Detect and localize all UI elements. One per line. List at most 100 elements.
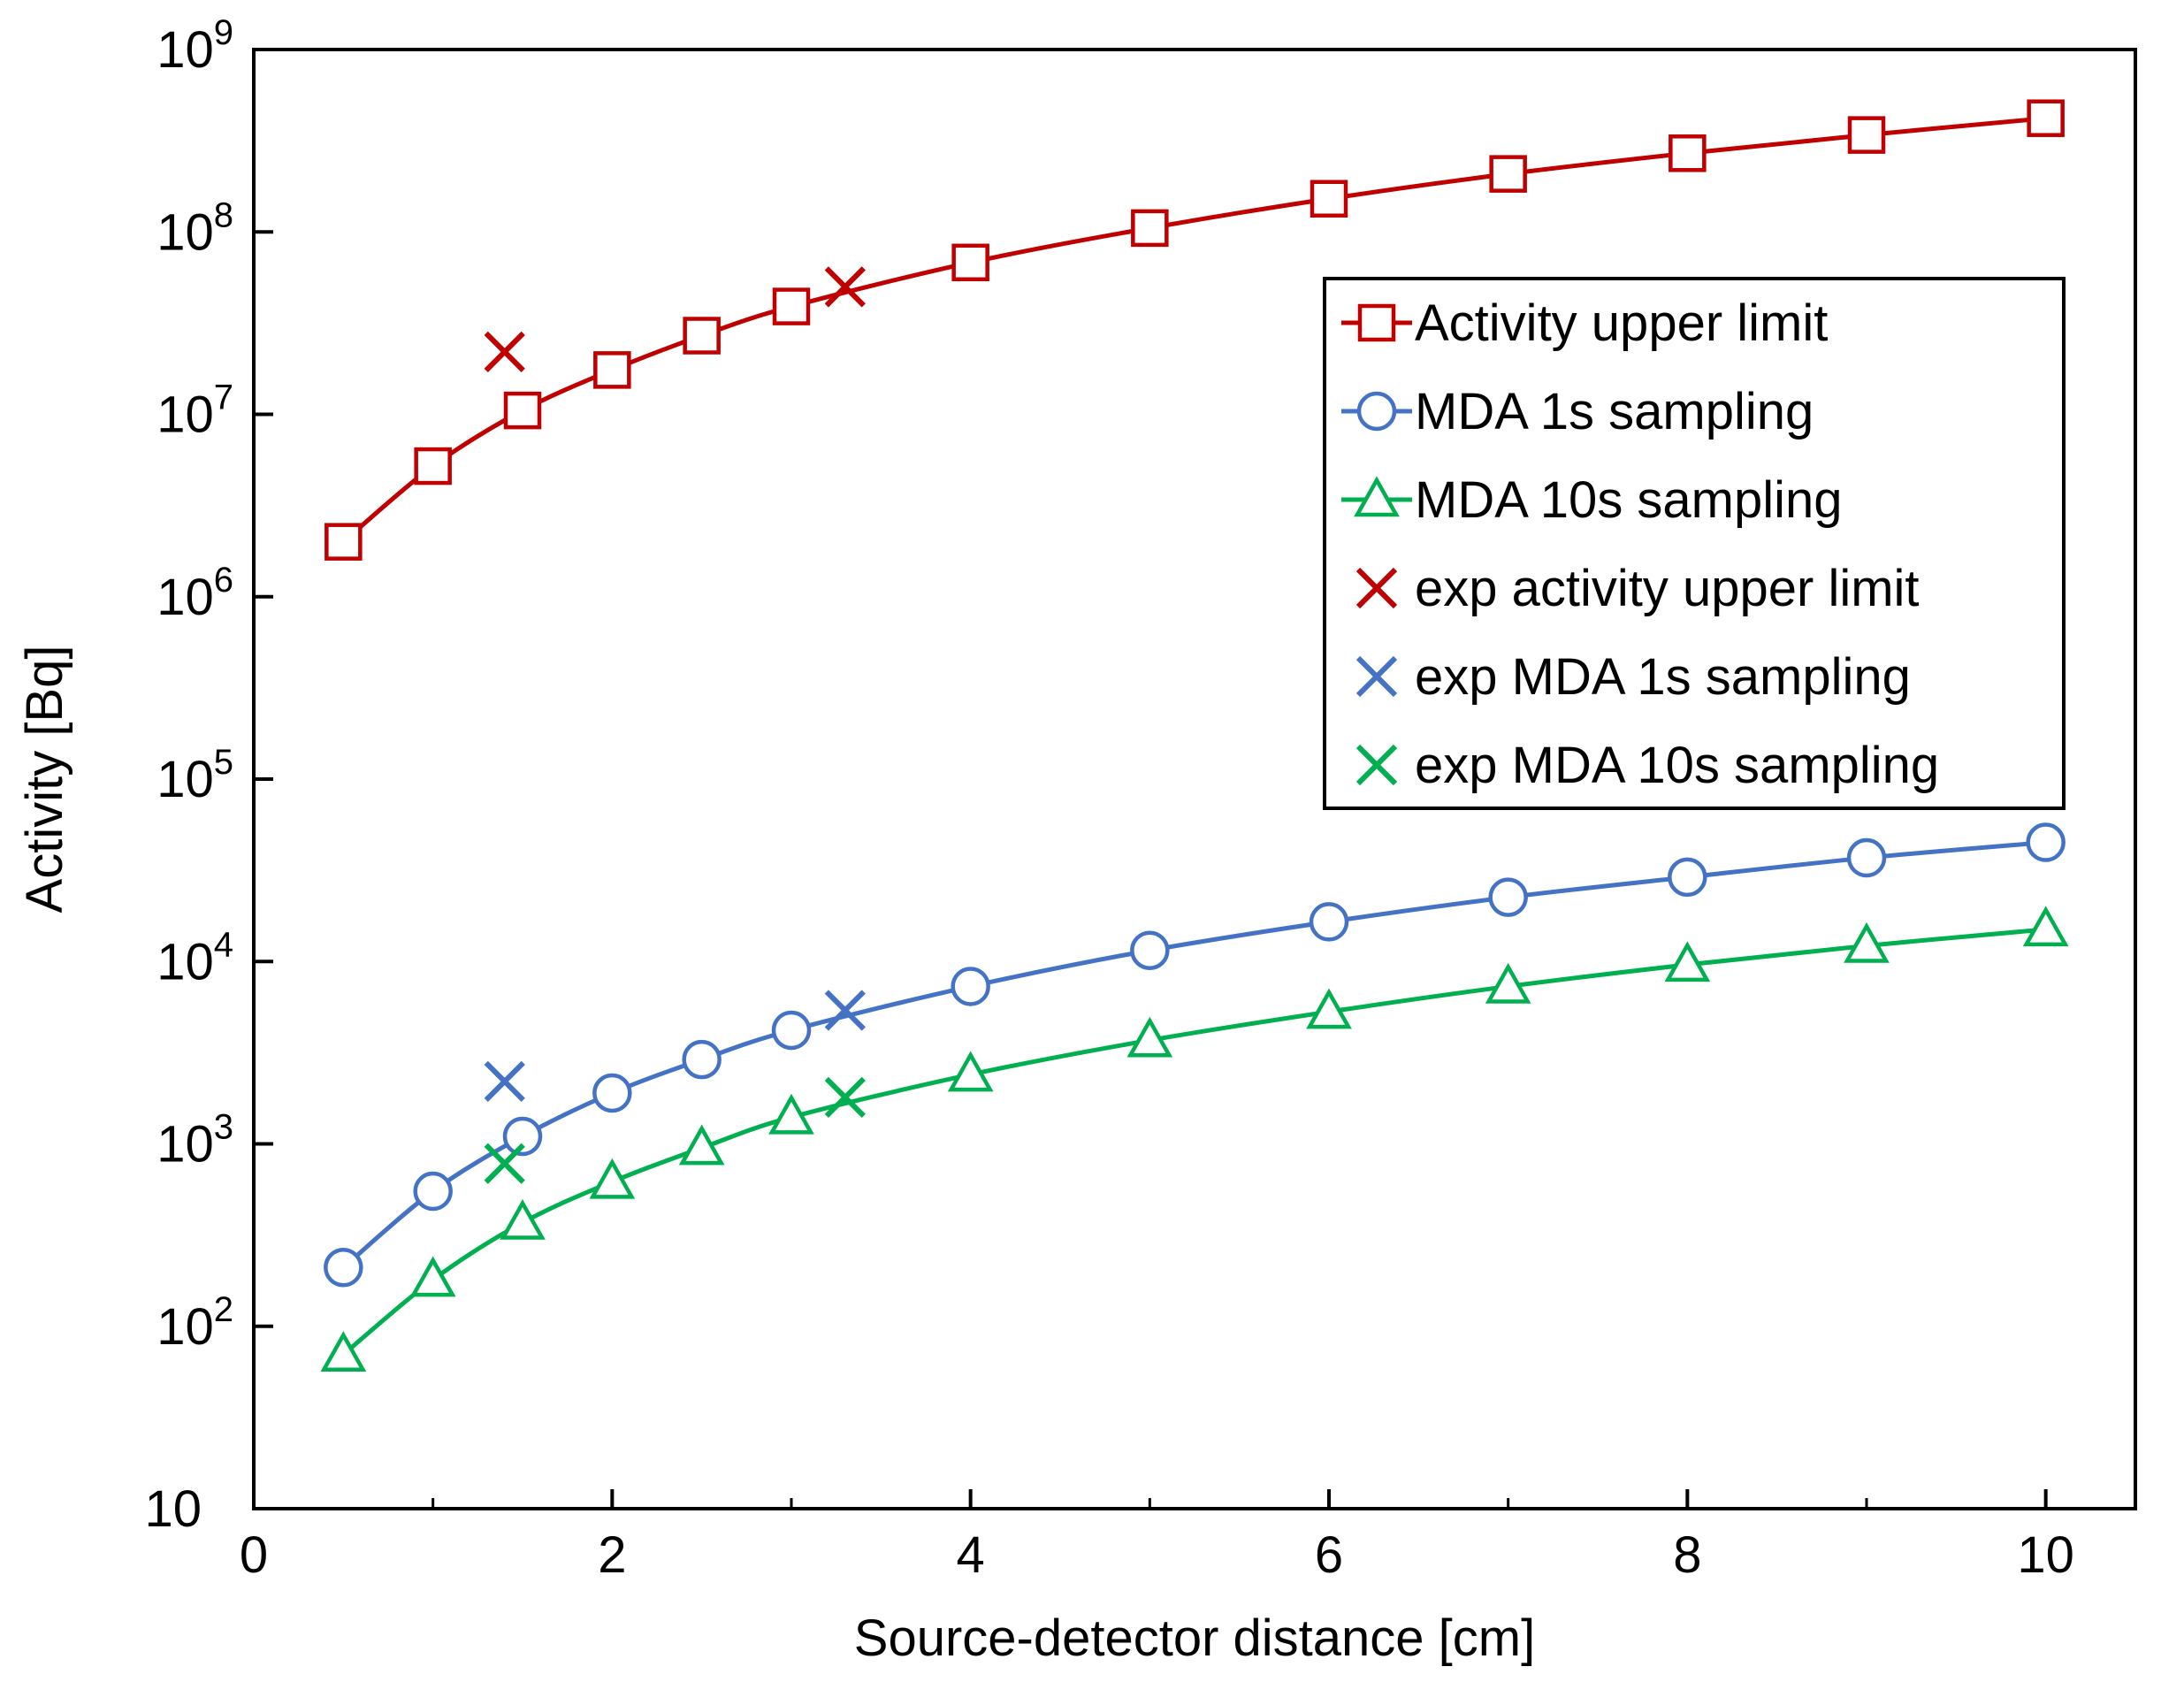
- data-point: [951, 243, 989, 282]
- legend-label: MDA 1s sampling: [1415, 383, 1814, 440]
- legend-box: [1323, 277, 2066, 810]
- data-point: [1664, 941, 1711, 982]
- x-marker-stroke: [824, 1076, 866, 1118]
- y-tick-label: 10: [144, 1480, 202, 1538]
- data-point: [683, 317, 721, 355]
- x-marker-stroke: [484, 331, 525, 372]
- legend-marker: [1355, 655, 1398, 698]
- series-line: [341, 927, 2046, 1357]
- data-point: [324, 1248, 363, 1288]
- x-tick-label: 10: [2017, 1526, 2074, 1584]
- y-tick-label: 104: [157, 925, 233, 990]
- x-tick-label: 2: [598, 1526, 626, 1584]
- data-point: [1488, 877, 1528, 917]
- data-point: [824, 990, 866, 1031]
- data-point: [824, 1076, 866, 1118]
- y-tick-label: 108: [157, 195, 233, 261]
- data-point: [1126, 1016, 1173, 1058]
- data-point: [1669, 134, 1707, 172]
- x-tick-label: 6: [1315, 1526, 1343, 1584]
- data-point: [1668, 857, 1707, 898]
- series-1: [324, 822, 2066, 1288]
- x-axis-title: Source-detector distance [cm]: [854, 1609, 1535, 1667]
- legend-marker: [1357, 303, 1396, 342]
- ticks-layer: 0 2 4 6 8 10 10 102 103 104 105 106 107 108 109: [144, 13, 2073, 1584]
- data-point: [503, 391, 542, 430]
- data-point: [1131, 209, 1169, 248]
- legend-marker: [1355, 567, 1398, 609]
- legend-entry: exp activity upper limit: [1355, 560, 1920, 617]
- data-point: [772, 287, 811, 325]
- data-point: [678, 1124, 725, 1166]
- data-point: [2026, 822, 2066, 862]
- data-point: [768, 1093, 814, 1135]
- legend-marker: [1354, 476, 1400, 517]
- legend-entry: MDA 10s sampling: [1341, 471, 1843, 529]
- data-point: [484, 1143, 525, 1184]
- legend-label: MDA 10s sampling: [1415, 471, 1843, 529]
- legend-label: exp MDA 10s sampling: [1415, 737, 1939, 794]
- data-point: [1846, 837, 1887, 878]
- x-marker-stroke: [1355, 744, 1398, 786]
- series-5: [484, 1076, 866, 1184]
- data-point: [1309, 902, 1349, 942]
- data-point: [951, 967, 990, 1006]
- data-point: [484, 1060, 525, 1102]
- data-point: [1310, 180, 1348, 218]
- plot-frame: [252, 48, 2137, 1510]
- legend: Activity upper limit MDA 1s sampling MDA 1…: [1323, 277, 2066, 810]
- y-tick-label: 105: [157, 743, 233, 808]
- data-point: [824, 266, 866, 308]
- y-tick-label: 103: [157, 1108, 233, 1174]
- series-layer: [320, 99, 2069, 1372]
- series-3: [484, 266, 866, 372]
- y-tick-label: 102: [157, 1290, 233, 1356]
- data-point: [325, 523, 363, 561]
- legend-label: Activity upper limit: [1415, 294, 1828, 352]
- data-point: [1844, 921, 1890, 963]
- x-tick-label: 8: [1673, 1526, 1701, 1584]
- data-point: [589, 1158, 636, 1199]
- series-2: [320, 906, 2069, 1372]
- series-line: [341, 116, 2046, 544]
- series-line: [341, 840, 2046, 1270]
- legend-label: exp MDA 1s sampling: [1415, 648, 1911, 706]
- y-tick-label: 109: [157, 13, 233, 79]
- data-point: [413, 1171, 453, 1212]
- legend-entry: MDA 1s sampling: [1341, 383, 1814, 440]
- data-point: [592, 1073, 632, 1113]
- x-marker-stroke: [484, 1060, 525, 1102]
- data-point: [1306, 988, 1352, 1029]
- x-marker-stroke: [824, 990, 866, 1031]
- legend-entry: exp MDA 10s sampling: [1355, 737, 1939, 794]
- data-point: [1489, 155, 1527, 193]
- x-marker-stroke: [484, 1143, 525, 1184]
- data-point: [593, 351, 631, 389]
- series-4: [484, 990, 866, 1102]
- y-tick-label: 107: [157, 378, 233, 444]
- data-point: [771, 1010, 812, 1051]
- data-point: [320, 1331, 367, 1372]
- data-point: [502, 1116, 543, 1157]
- x-marker-stroke: [1355, 655, 1398, 698]
- data-point: [682, 1039, 722, 1080]
- legend-label: exp activity upper limit: [1415, 560, 1920, 617]
- x-tick-label: 4: [957, 1526, 985, 1584]
- y-axis-title: Activity [Bq]: [16, 646, 73, 914]
- series-0: [325, 99, 2065, 561]
- x-marker-stroke: [824, 266, 866, 308]
- data-point: [414, 447, 452, 485]
- x-tick-label: 0: [240, 1526, 268, 1584]
- data-point: [1485, 962, 1531, 1004]
- data-point: [2022, 906, 2069, 947]
- data-point: [1130, 930, 1170, 970]
- legend-marker: [1356, 391, 1397, 432]
- data-point: [484, 331, 525, 372]
- data-point: [409, 1256, 456, 1297]
- data-point: [500, 1198, 546, 1240]
- data-point: [947, 1051, 994, 1092]
- y-tick-label: 106: [157, 561, 233, 626]
- data-point: [2027, 99, 2065, 137]
- legend-marker: [1355, 744, 1398, 786]
